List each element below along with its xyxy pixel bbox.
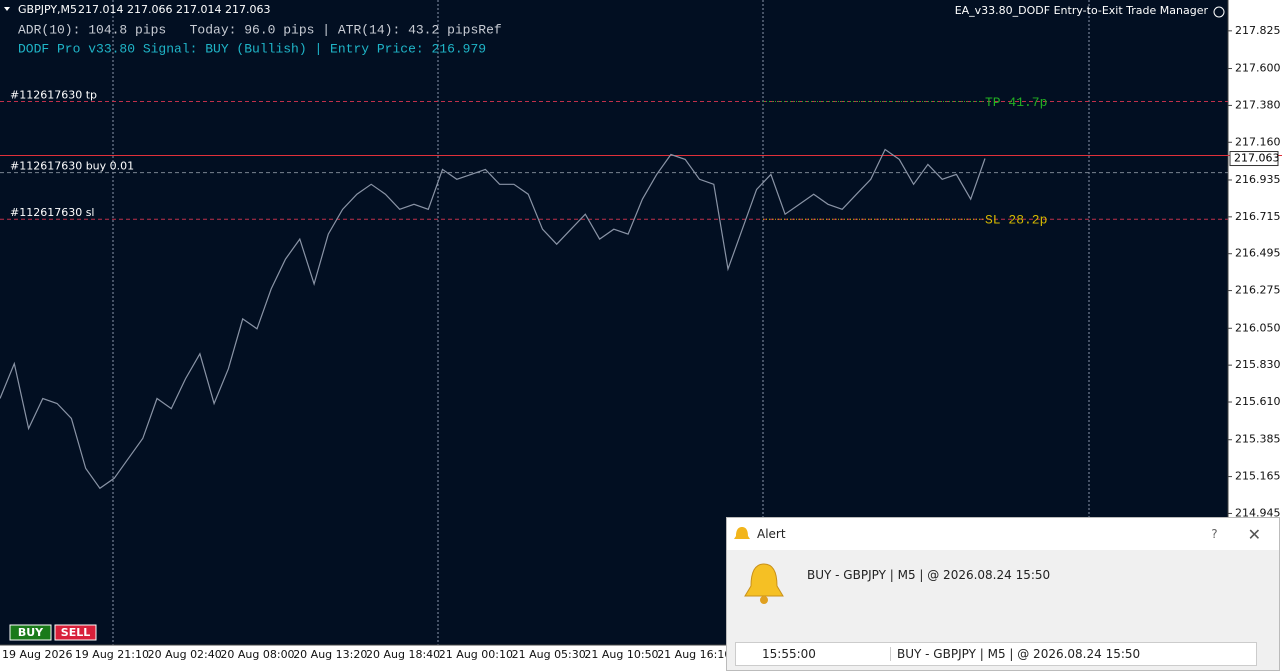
menu-arrow[interactable] [4, 7, 10, 11]
bell-large [744, 563, 784, 604]
y-tick-label: 216.715 [1235, 210, 1281, 223]
x-tick-label: 20 Aug 13:20 [293, 648, 367, 661]
bell-icon [734, 527, 750, 539]
expert-name: EA_v33.80_DODF Entry-to-Exit Trade Manag… [955, 4, 1209, 17]
price-line [0, 148, 986, 490]
x-tick-label: 19 Aug 2026 [2, 648, 72, 661]
level-note: SL 28.2p [985, 213, 1047, 228]
y-tick-label: 216.935 [1235, 173, 1281, 186]
y-tick-label: 216.275 [1235, 284, 1281, 297]
level-label: #112617630 buy 0.01 [10, 160, 134, 173]
trade-button-label[interactable]: BUY [18, 626, 44, 639]
level-label: #112617630 tp [10, 89, 97, 102]
x-tick-label: 21 Aug 05:30 [512, 648, 586, 661]
trade-button[interactable] [9, 624, 52, 641]
alert-row[interactable]: 15:55:00 BUY - GBPJPY | M5 | @ 2026.08.2… [735, 642, 1257, 666]
alert-time: 15:55:00 [736, 647, 891, 661]
x-tick-label: 20 Aug 08:00 [220, 648, 294, 661]
x-tick-label: 20 Aug 18:40 [366, 648, 440, 661]
x-tick-label: 20 Aug 02:40 [148, 648, 222, 661]
price-tag [1229, 151, 1279, 167]
y-tick-label: 216.050 [1235, 321, 1281, 334]
trade-button[interactable] [54, 624, 97, 641]
x-tick-label: 21 Aug 10:50 [584, 648, 658, 661]
x-tick-label: 19 Aug 21:10 [75, 648, 149, 661]
symbol: GBPJPY,M5 [18, 3, 77, 16]
close-button[interactable]: ✕ [1247, 524, 1261, 544]
y-tick-label: 217.600 [1235, 62, 1281, 75]
x-tick-label: 21 Aug 00:10 [439, 648, 513, 661]
y-tick-label: 217.380 [1235, 98, 1281, 111]
help-button[interactable]: ? [1211, 527, 1218, 541]
price-tag-label: 217.063 [1234, 152, 1280, 165]
y-tick-label: 215.610 [1235, 395, 1281, 408]
alert-dialog: Alert ? ✕ BUY - GBPJPY | M5 | @ 2026.08.… [726, 517, 1280, 671]
info-line: ADR(10): 104.8 pips Today: 96.0 pips | A… [18, 22, 502, 37]
y-tick-label: 215.385 [1235, 433, 1281, 446]
level-note: TP 41.7p [985, 95, 1047, 110]
alert-title: Alert [757, 527, 786, 541]
trade-button-label[interactable]: SELL [61, 626, 90, 639]
alert-text: BUY - GBPJPY | M5 | @ 2026.08.24 15:50 [897, 647, 1141, 661]
alert-titlebar: Alert ? ✕ [727, 518, 1279, 550]
expert-icon[interactable] [1213, 6, 1225, 18]
y-tick-label: 217.825 [1235, 24, 1281, 37]
x-tick-label: 21 Aug 16:10 [657, 648, 731, 661]
y-tick-label: 217.160 [1235, 135, 1281, 148]
y-tick-label: 215.830 [1235, 358, 1281, 371]
y-tick-label: 214.945 [1235, 506, 1281, 519]
level-label: #112617630 sl [10, 206, 95, 219]
quote: 217.014 217.066 217.014 217.063 [78, 3, 270, 16]
alert-message: BUY - GBPJPY | M5 | @ 2026.08.24 15:50 [807, 568, 1051, 582]
y-tick-label: 216.495 [1235, 247, 1281, 260]
y-tick-label: 215.165 [1235, 470, 1281, 483]
signal-line: DODF Pro v33.80 Signal: BUY (Bullish) | … [18, 41, 486, 56]
